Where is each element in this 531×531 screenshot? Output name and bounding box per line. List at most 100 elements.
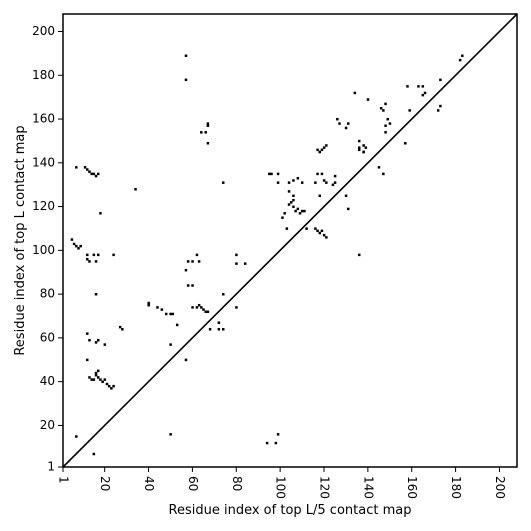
contact-point-lower: [169, 343, 172, 346]
contact-point-upper: [88, 260, 91, 263]
contact-point-upper: [99, 212, 102, 215]
contact-point-lower: [318, 150, 321, 154]
contact-point-lower: [357, 253, 361, 257]
contact-point-lower: [191, 306, 194, 309]
contact-point-upper: [353, 91, 357, 95]
contact-point-lower: [344, 126, 348, 130]
contact-point-lower: [347, 122, 350, 125]
contact-point-lower: [276, 433, 280, 436]
contact-point-lower: [92, 452, 96, 456]
contact-point-lower: [235, 253, 238, 257]
contact-point-lower: [300, 181, 304, 184]
contact-point-lower: [292, 205, 295, 208]
contact-point-lower: [97, 376, 100, 379]
contact-point-lower: [197, 303, 201, 307]
contact-point-lower: [296, 207, 300, 211]
contact-point-upper: [276, 181, 280, 184]
contact-point-lower: [336, 117, 339, 121]
contact-point-lower: [305, 227, 308, 230]
contact-point-lower: [94, 341, 98, 344]
contact-point-lower: [439, 104, 442, 108]
contact-point-lower: [235, 306, 238, 309]
x-tick-label: 1: [57, 476, 71, 484]
contact-point-lower: [103, 343, 107, 346]
contact-points: [70, 54, 464, 456]
contact-point-lower: [103, 378, 107, 381]
contact-point-lower: [206, 310, 210, 314]
contact-point-upper: [184, 78, 188, 82]
contact-point-lower: [195, 306, 199, 309]
contact-point-lower: [86, 332, 89, 335]
contact-point-lower: [287, 203, 291, 206]
contact-point-lower: [382, 109, 385, 112]
contact-point-upper: [147, 301, 150, 305]
contact-point-lower: [333, 181, 337, 184]
contact-point-lower: [388, 122, 392, 125]
contact-point-lower: [204, 310, 207, 314]
x-tick-label: 80: [230, 476, 244, 491]
contact-point-upper: [268, 172, 271, 176]
y-tick-label: 60: [40, 330, 55, 344]
contact-point-lower: [90, 378, 93, 381]
contact-point-lower: [377, 166, 381, 169]
contact-point-upper: [86, 168, 89, 171]
contact-point-lower: [294, 209, 297, 213]
contact-point-lower: [436, 109, 440, 112]
contact-point-lower: [300, 209, 304, 213]
contact-point-upper: [171, 312, 175, 316]
contact-point-lower: [101, 380, 104, 384]
contact-point-lower: [325, 181, 328, 184]
contact-point-lower: [364, 146, 368, 149]
contact-point-upper: [206, 122, 210, 125]
contact-point-upper: [156, 306, 159, 309]
contact-point-upper: [112, 253, 115, 257]
contact-point-lower: [287, 190, 291, 193]
x-tick-label: 60: [186, 476, 200, 491]
contact-point-upper: [70, 238, 74, 241]
contact-point-lower: [458, 58, 462, 62]
contact-point-lower: [316, 148, 319, 152]
contact-point-lower: [384, 102, 387, 106]
y-tick-label: 20: [40, 418, 55, 432]
contact-point-lower: [314, 181, 317, 184]
y-tick-label: 80: [40, 287, 55, 301]
contact-point-upper: [222, 181, 225, 184]
contact-point-upper: [97, 253, 100, 257]
contact-point-lower: [320, 148, 324, 152]
contact-point-upper: [206, 142, 210, 145]
contact-point-lower: [423, 91, 427, 95]
x-axis: 1 20 40 60 80 100 120 140 160 180 200: [57, 467, 507, 499]
contact-point-lower: [75, 435, 78, 438]
contact-point-lower: [417, 85, 420, 88]
contact-point-lower: [325, 236, 328, 239]
y-tick-label: 180: [32, 68, 55, 82]
contact-point-lower: [92, 378, 96, 381]
contact-point-lower: [331, 183, 335, 187]
contact-point-lower: [357, 139, 361, 143]
y-tick-label: 120: [32, 199, 55, 213]
contact-point-upper: [357, 148, 361, 152]
contact-point-lower: [357, 146, 361, 149]
contact-point-lower: [107, 384, 111, 388]
contact-point-upper: [169, 312, 172, 316]
contact-point-lower: [202, 308, 205, 311]
contact-point-upper: [75, 244, 78, 248]
contact-point-lower: [222, 293, 225, 296]
contact-point-lower: [338, 122, 341, 125]
contact-point-upper: [204, 131, 207, 134]
contact-point-upper: [94, 174, 98, 178]
contact-point-lower: [281, 216, 284, 219]
contact-point-lower: [461, 54, 464, 57]
contact-point-upper: [86, 258, 89, 261]
contact-point-upper: [200, 131, 203, 134]
contact-point-lower: [287, 181, 291, 184]
contact-point-upper: [184, 54, 188, 57]
contact-point-upper: [175, 323, 179, 327]
contact-point-lower: [274, 441, 278, 445]
contact-point-lower: [408, 109, 411, 112]
contact-point-lower: [379, 107, 383, 110]
contact-point-lower: [439, 78, 442, 82]
contact-point-upper: [121, 328, 124, 331]
contact-point-lower: [298, 212, 302, 215]
contact-point-lower: [421, 85, 425, 88]
